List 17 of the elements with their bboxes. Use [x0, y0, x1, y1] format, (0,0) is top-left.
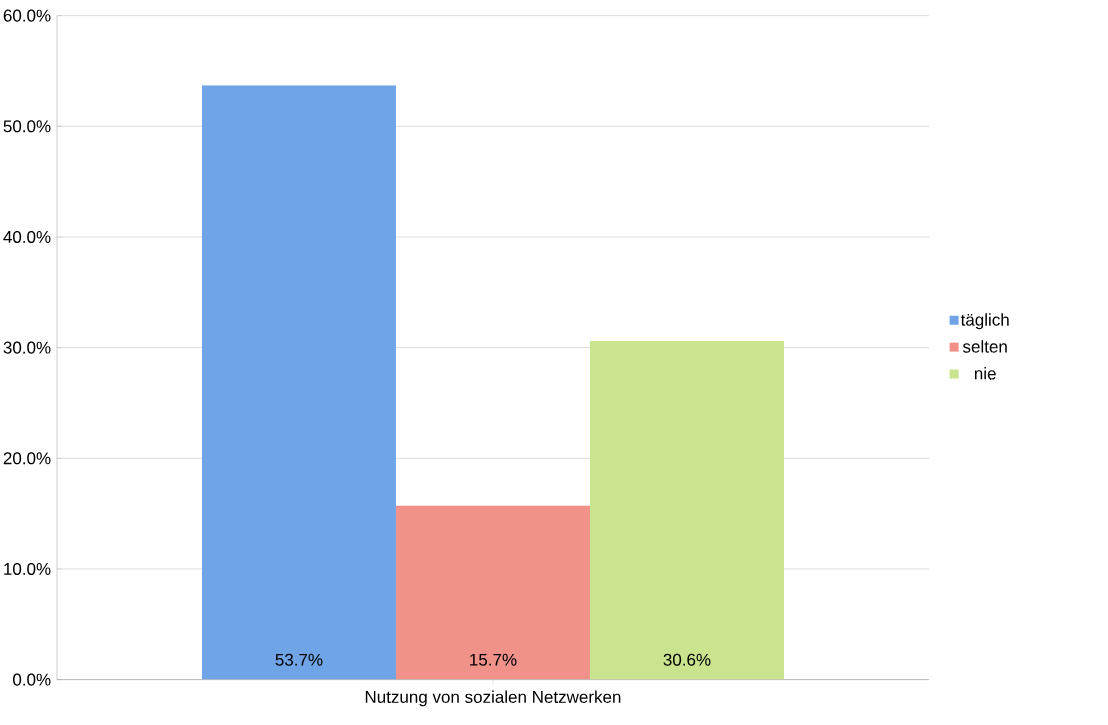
legend-label: nie	[974, 367, 996, 380]
y-tick-label: 0.0%	[13, 673, 51, 686]
bar	[395, 505, 590, 680]
legend-label: täglich	[960, 313, 1009, 330]
bar	[589, 340, 784, 680]
y-tick-label: 60.0%	[3, 9, 51, 22]
y-tick-label: 30.0%	[3, 341, 51, 354]
data-label: 30.6%	[663, 653, 711, 666]
legend-label: selten	[962, 340, 1007, 353]
data-label: 15.7%	[470, 653, 517, 666]
y-tick-label: 50.0%	[3, 120, 51, 133]
x-tick-label: Nutzung von sozialen Netzwerken	[365, 690, 621, 707]
data-label: 53.7%	[275, 653, 323, 666]
bar	[201, 85, 396, 680]
y-tick-label: 20.0%	[3, 452, 51, 465]
y-tick-label: 40.0%	[3, 230, 51, 243]
y-tick-label: 10.0%	[4, 562, 51, 575]
